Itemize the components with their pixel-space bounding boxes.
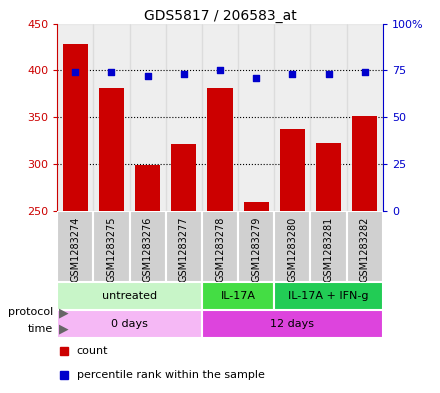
Text: GSM1283281: GSM1283281 [323, 217, 334, 282]
Bar [202, 282, 274, 310]
Text: untreated: untreated [102, 291, 157, 301]
Point [253, 75, 260, 81]
Text: ▶: ▶ [55, 306, 69, 319]
Text: percentile rank within the sample: percentile rank within the sample [77, 370, 264, 380]
Bar [166, 24, 202, 211]
Bar [311, 211, 347, 282]
Point [289, 71, 296, 77]
Point [144, 73, 151, 79]
Point [180, 71, 187, 77]
Bar [352, 116, 378, 211]
Bar [202, 211, 238, 282]
Text: count: count [77, 346, 108, 356]
Point [72, 69, 79, 75]
Text: IL-17A: IL-17A [220, 291, 256, 301]
Point [325, 71, 332, 77]
Bar [99, 88, 124, 211]
Text: 0 days: 0 days [111, 319, 148, 329]
Bar [135, 165, 160, 211]
Bar [202, 24, 238, 211]
Text: 12 days: 12 days [270, 319, 314, 329]
Point [361, 69, 368, 75]
Bar [243, 202, 269, 211]
Text: GSM1283282: GSM1283282 [360, 217, 370, 282]
Bar [57, 211, 93, 282]
Bar [171, 144, 197, 211]
Bar [129, 211, 166, 282]
Text: GSM1283279: GSM1283279 [251, 217, 261, 282]
Bar [280, 129, 305, 211]
Bar [129, 24, 166, 211]
Bar [57, 24, 93, 211]
Text: GSM1283280: GSM1283280 [287, 217, 297, 282]
Text: IL-17A + IFN-g: IL-17A + IFN-g [288, 291, 369, 301]
Bar [274, 24, 311, 211]
Bar [274, 282, 383, 310]
Point [108, 69, 115, 75]
Text: time: time [28, 324, 53, 334]
Bar [166, 211, 202, 282]
Text: GSM1283278: GSM1283278 [215, 217, 225, 282]
Text: protocol: protocol [7, 307, 53, 318]
Bar [347, 211, 383, 282]
Point [216, 67, 224, 73]
Bar [202, 310, 383, 338]
Bar [93, 211, 129, 282]
Text: GSM1283274: GSM1283274 [70, 217, 80, 282]
Text: ▶: ▶ [55, 322, 69, 336]
Bar [316, 143, 341, 211]
Bar [57, 310, 202, 338]
Bar [57, 282, 202, 310]
Bar [93, 24, 129, 211]
Text: GSM1283277: GSM1283277 [179, 217, 189, 282]
Bar [62, 44, 88, 211]
Bar [311, 24, 347, 211]
Title: GDS5817 / 206583_at: GDS5817 / 206583_at [143, 9, 297, 22]
Bar [238, 211, 274, 282]
Text: GSM1283275: GSM1283275 [106, 217, 117, 282]
Bar [238, 24, 274, 211]
Bar [274, 211, 311, 282]
Bar [207, 88, 233, 211]
Text: GSM1283276: GSM1283276 [143, 217, 153, 282]
Bar [347, 24, 383, 211]
